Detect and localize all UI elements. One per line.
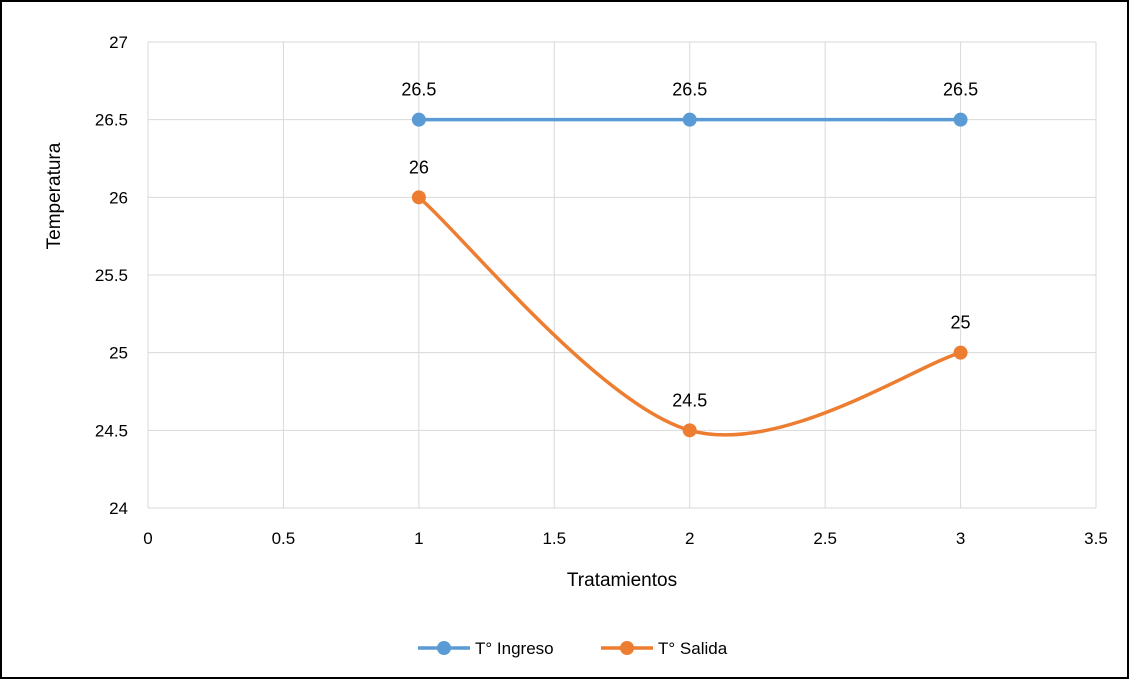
- y-tick-label: 26: [109, 188, 128, 207]
- x-tick-label: 3.5: [1084, 529, 1108, 548]
- data-label: 26.5: [943, 80, 978, 100]
- legend-label: T° Salida: [658, 639, 728, 658]
- data-label: 26.5: [672, 80, 707, 100]
- x-tick-label: 2.5: [813, 529, 837, 548]
- y-tick-label: 24.5: [95, 421, 128, 440]
- y-tick-label: 27: [109, 33, 128, 52]
- x-tick-label: 2: [685, 529, 694, 548]
- x-tick-label: 1.5: [542, 529, 566, 548]
- legend-label: T° Ingreso: [475, 639, 554, 658]
- data-point: [411, 190, 426, 205]
- data-point: [953, 345, 968, 360]
- series-layer: 26.5 26.5 26.5 26 24.5 25: [401, 80, 978, 438]
- x-axis-ticks: 0 0.5 1 1.5 2 2.5 3 3.5: [143, 529, 1108, 548]
- x-tick-label: 3: [956, 529, 965, 548]
- legend: T° Ingreso T° Salida: [418, 639, 728, 658]
- gridlines: [147, 41, 1097, 509]
- y-tick-label: 25.5: [95, 266, 128, 285]
- data-point: [682, 423, 697, 438]
- legend-swatch-marker: [437, 641, 451, 655]
- data-label: 25: [951, 313, 971, 333]
- legend-swatch-marker: [620, 641, 634, 655]
- data-point: [411, 112, 426, 127]
- x-axis-title: Tratamientos: [567, 570, 677, 591]
- x-tick-label: 0.5: [272, 529, 296, 548]
- y-tick-label: 26.5: [95, 111, 128, 130]
- data-label: 26.5: [401, 80, 436, 100]
- x-tick-label: 0: [143, 529, 152, 548]
- y-axis-title: Temperatura: [44, 142, 65, 249]
- data-point: [953, 112, 968, 127]
- y-axis-ticks: 24 24.5 25 25.5 26 26.5 27: [95, 33, 128, 518]
- y-tick-label: 24: [109, 499, 128, 518]
- data-label: 24.5: [672, 390, 707, 410]
- data-label: 26: [409, 157, 429, 177]
- data-point: [682, 112, 697, 127]
- x-tick-label: 1: [414, 529, 423, 548]
- y-tick-label: 25: [109, 344, 128, 363]
